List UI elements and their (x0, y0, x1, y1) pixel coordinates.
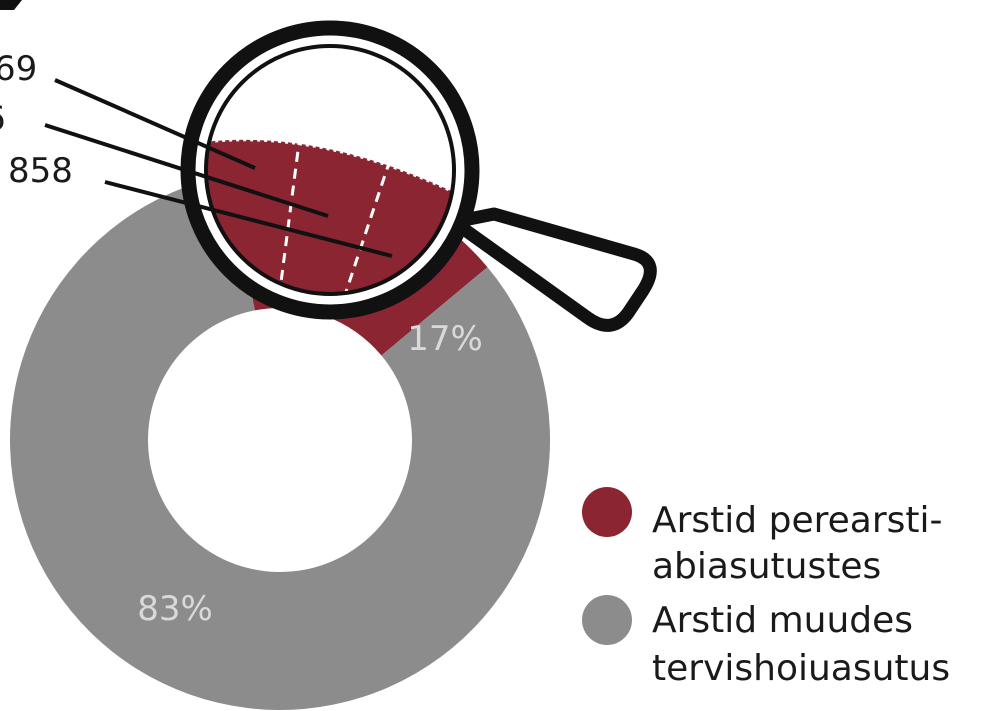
callout-leader-1 (54, 78, 256, 170)
legend-label-muudes-line2: tervishoiuasutus (652, 648, 950, 689)
magnified-divider-2 (343, 159, 392, 294)
cropped-heading-glyph (0, 0, 22, 10)
callout-leader-3 (104, 180, 393, 258)
magnifier-rim-inner (204, 44, 456, 296)
callout-value-1: 69 (0, 49, 37, 89)
magnifier-handle (447, 207, 657, 332)
legend-label-muudes-line1: Arstid muudes (652, 600, 913, 641)
callout-leader-2 (44, 123, 329, 218)
callout-value-3: 858 (8, 151, 73, 191)
magnifier-icon (180, 20, 657, 332)
legend-swatch-muudes (582, 595, 632, 645)
legend-label-perearstiabi-line1: Arstid perearsti- (652, 500, 942, 541)
legend-swatch-perearstiabi (582, 487, 632, 537)
legend: Arstid perearsti- abiasutustes Arstid mu… (582, 487, 950, 689)
slice-label-muudes: 83% (137, 589, 213, 629)
slice-label-perearstiabi: 17% (407, 319, 483, 359)
magnified-divider-1 (278, 134, 302, 291)
magnified-slice-edge (206, 138, 454, 202)
legend-label-perearstiabi-line2: abiasutustes (652, 546, 881, 587)
slice-muudes (9, 174, 551, 711)
callout-value-2: 6 (0, 99, 6, 139)
